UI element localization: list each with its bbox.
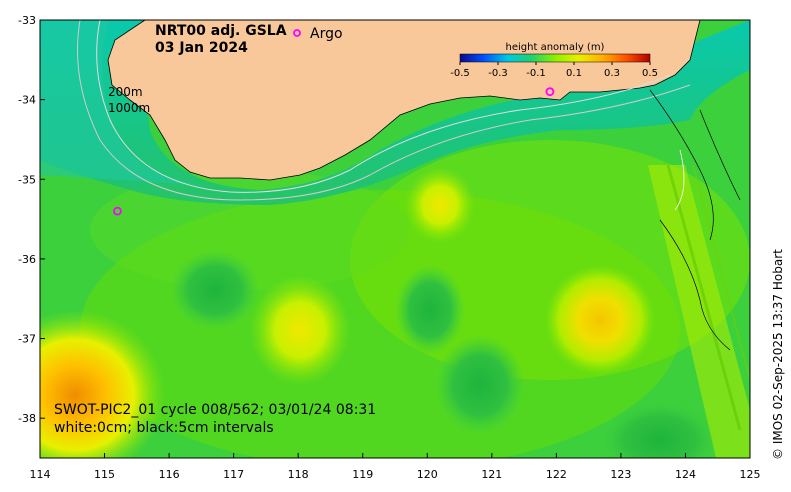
x-tick-label: 114 [30,468,51,481]
swot-pass-info: SWOT-PIC2_01 cycle 008/562; 03/01/24 08:… [54,402,376,418]
x-tick-label: 117 [223,468,244,481]
credit-text: © IMOS 02-Sep-2025 13:37 Hobart [771,249,785,460]
date-title: 03 Jan 2024 [155,40,248,56]
y-tick-label: -38 [18,412,36,425]
x-tick-label: 116 [159,468,180,481]
y-tick-label: -37 [18,333,36,346]
x-tick-label: 124 [675,468,696,481]
isobath-200-label: 200m [108,85,143,99]
plot-frame [39,19,751,459]
swot-contour-info: white:0cm; black:5cm intervals [54,420,274,436]
argo-float-marker[interactable] [113,206,122,216]
x-tick-label: 115 [94,468,115,481]
x-tick-label: 125 [740,468,761,481]
ocean-field [40,20,750,458]
x-tick-label: 122 [546,468,567,481]
colorbar-tick-label: -0.3 [488,68,508,79]
colorbar-tick-label: -0.5 [450,68,470,79]
x-tick-label: 118 [288,468,309,481]
colorbar-title: height anomaly (m) [506,42,605,53]
x-tick-label: 120 [417,468,438,481]
y-axis: -33 -34 -35 -36 -37 -38 [18,14,45,425]
argo-float-marker[interactable] [545,87,555,97]
colorbar-tick-label: 0.1 [566,68,582,79]
y-tick-label: -36 [18,253,36,266]
x-axis: 114 115 116 117 118 119 120 121 122 123 124 125 [30,453,761,481]
argo-legend-label: Argo [310,26,343,42]
x-tick-label: 123 [610,468,631,481]
isobath-1000-label: 1000m [108,101,150,115]
colorbar-tick-label: -0.1 [526,68,546,79]
product-title: NRT00 adj. GSLA [155,23,287,39]
x-tick-label: 119 [352,468,373,481]
colorbar-tick-label: 0.3 [604,68,620,79]
y-tick-label: -34 [18,94,36,107]
y-tick-label: -33 [18,14,36,27]
colorbar-tick-label: 0.5 [642,68,658,79]
argo-legend-icon [293,29,301,37]
x-tick-label: 121 [481,468,502,481]
colorbar: height anomaly (m) -0.5 -0.3 -0.1 0.1 0.3 0.5 [450,42,658,79]
y-tick-label: -35 [18,173,36,186]
